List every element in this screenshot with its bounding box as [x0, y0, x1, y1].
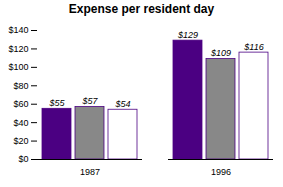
- html-text:Expense per resident day: Expense per resident day: [68, 2, 215, 16]
- svg-text:1987: 1987: [80, 167, 100, 177]
- svg-text:$20: $20: [13, 136, 28, 146]
- svg-text:1996: 1996: [211, 167, 231, 177]
- svg-text:$0: $0: [18, 154, 28, 164]
- svg-text:$40: $40: [13, 118, 28, 128]
- svg-text:$100: $100: [8, 62, 28, 72]
- svg-text:$120: $120: [8, 44, 28, 54]
- svg-text:$109: $109: [210, 48, 231, 58]
- svg-text:$54: $54: [114, 99, 130, 109]
- svg-text:$129: $129: [177, 30, 198, 40]
- svg-text:$116: $116: [243, 42, 263, 52]
- svg-text:$57: $57: [81, 96, 98, 106]
- svg-text:$140: $140: [8, 25, 28, 35]
- svg-text:$55: $55: [48, 98, 65, 108]
- svg-text:$60: $60: [13, 99, 28, 109]
- svg-text:$80: $80: [13, 81, 28, 91]
